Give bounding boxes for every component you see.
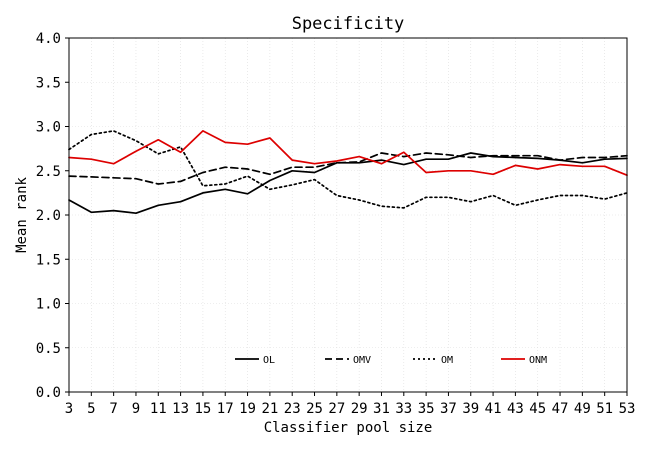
- legend-label-om: OM: [441, 355, 453, 366]
- x-tick-label: 19: [239, 401, 256, 417]
- series-line-omv: [68, 152, 628, 185]
- x-tick-label: 35: [418, 401, 435, 417]
- x-tick-label: 21: [261, 401, 278, 417]
- y-tick-label: 4.0: [36, 31, 61, 47]
- legend-label-onm: ONM: [529, 355, 547, 366]
- x-tick-label: 7: [109, 401, 117, 417]
- x-tick-label: 27: [328, 401, 345, 417]
- x-tick-label: 39: [462, 401, 479, 417]
- legend-label-omv: OMV: [353, 355, 371, 366]
- x-tick-label: 53: [619, 401, 636, 417]
- y-axis-label: Mean rank: [14, 177, 30, 253]
- x-tick-label: 49: [574, 401, 591, 417]
- axis-ticks: 3 5 7 9 11 13 15 17 19 21 23 25 27 29 31 33 35 37 39 41 43 45…: [36, 31, 636, 417]
- x-tick-label: 43: [507, 401, 524, 417]
- x-tick-label: 31: [373, 401, 390, 417]
- y-tick-label: 3.5: [36, 75, 61, 91]
- x-tick-label: 3: [65, 401, 73, 417]
- x-tick-label: 9: [132, 401, 140, 417]
- x-tick-label: 47: [552, 401, 569, 417]
- y-tick-label: 1.5: [36, 252, 61, 268]
- x-tick-label: 41: [485, 401, 502, 417]
- x-tick-label: 45: [529, 401, 546, 417]
- x-tick-label: 33: [395, 401, 412, 417]
- x-axis-label: Classifier pool size: [264, 420, 433, 436]
- chart-title: Specificity: [292, 14, 405, 34]
- legend: OL OMV OM ONM: [235, 355, 547, 366]
- y-tick-label: 0.0: [36, 385, 61, 401]
- legend-label-ol: OL: [263, 355, 275, 366]
- series-line-onm: [68, 130, 628, 177]
- series-line-ol: [68, 152, 628, 215]
- y-tick-label: 1.0: [36, 297, 61, 313]
- x-tick-label: 37: [440, 401, 457, 417]
- x-tick-label: 5: [87, 401, 95, 417]
- x-tick-label: 51: [596, 401, 613, 417]
- y-tick-label: 2.0: [36, 208, 61, 224]
- x-tick-label: 25: [306, 401, 323, 417]
- x-tick-label: 11: [150, 401, 167, 417]
- y-tick-label: 2.5: [36, 164, 61, 180]
- x-tick-label: 13: [172, 401, 189, 417]
- grid: [68, 37, 628, 393]
- y-tick-label: 3.0: [36, 120, 61, 136]
- x-tick-label: 23: [284, 401, 301, 417]
- x-tick-label: 15: [194, 401, 211, 417]
- series-lines: [68, 130, 628, 215]
- series-line-om: [68, 130, 628, 209]
- x-tick-label: 17: [217, 401, 234, 417]
- y-tick-label: 0.5: [36, 341, 61, 357]
- x-tick-label: 29: [351, 401, 368, 417]
